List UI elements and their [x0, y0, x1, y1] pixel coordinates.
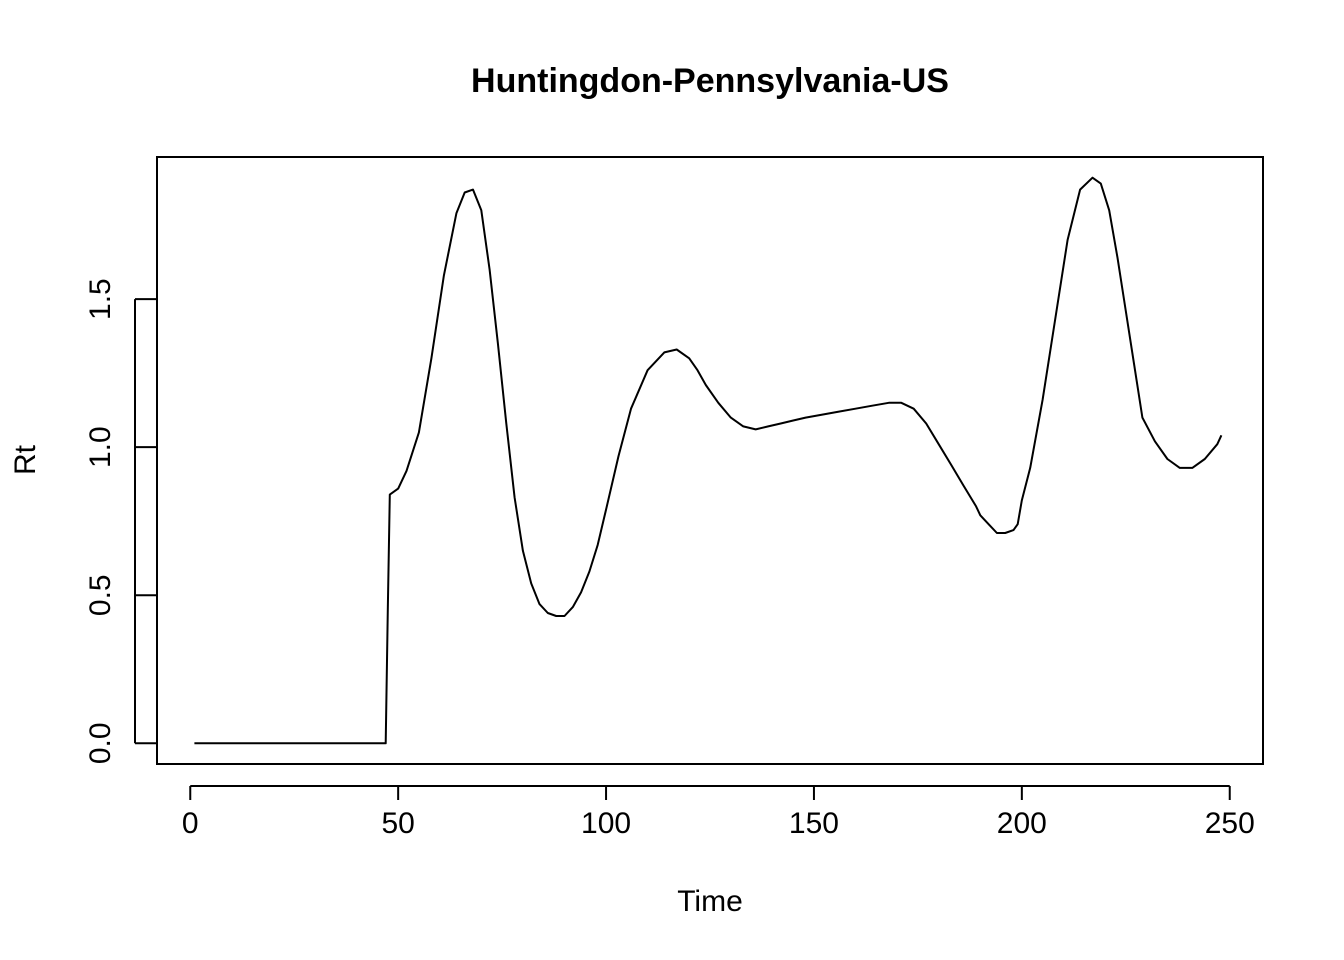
x-axis: 0 50 100 150 200 250 [182, 785, 1255, 840]
y-axis: 0.0 0.5 1.0 1.5 [84, 278, 157, 764]
y-tick-label: 1.0 [84, 426, 117, 468]
x-axis-label: Time [677, 885, 743, 918]
y-tick-label: 0.5 [84, 574, 117, 616]
plot-frame [156, 156, 1264, 765]
rt-series-line [194, 176, 1223, 745]
chart-title: Huntingdon-Pennsylvania-US [471, 62, 949, 100]
y-tick-label: 1.5 [84, 278, 117, 320]
x-tick-label: 0 [182, 807, 199, 840]
x-tick-label: 250 [1205, 807, 1255, 840]
x-tick-label: 100 [581, 807, 631, 840]
x-tick-label: 50 [381, 807, 414, 840]
x-tick-label: 200 [997, 807, 1047, 840]
y-tick-label: 0.0 [84, 722, 117, 764]
y-axis-label: Rt [9, 444, 42, 475]
x-tick-label: 150 [789, 807, 839, 840]
